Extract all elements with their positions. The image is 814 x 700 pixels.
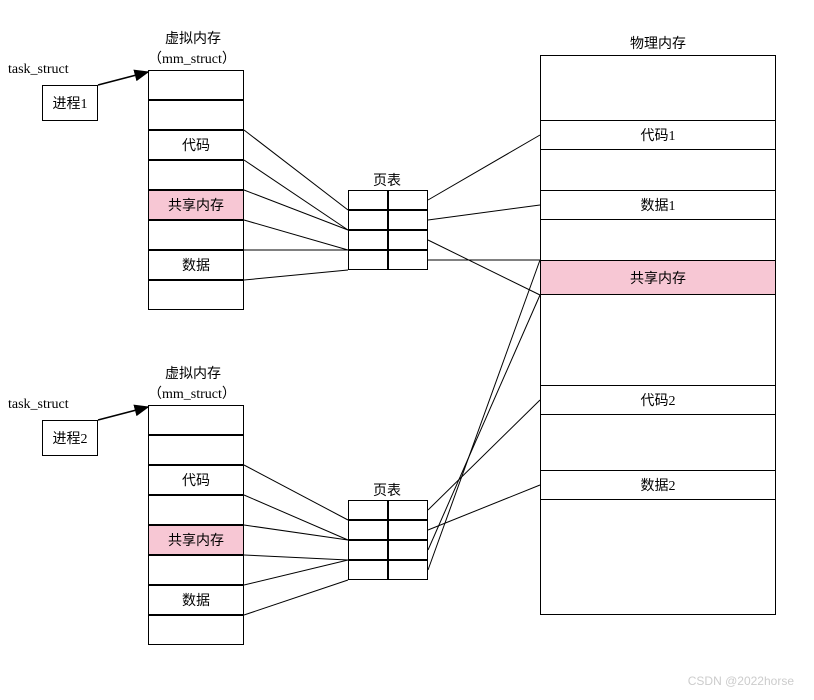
pm-shm-label: 共享内存	[630, 268, 686, 288]
vm2-row-7	[148, 615, 244, 645]
vm2-shm-label: 共享内存	[168, 530, 224, 550]
vm1-data: 数据	[148, 250, 244, 280]
pt2-c1r2	[388, 540, 428, 560]
vm1-title: 虚拟内存	[165, 28, 221, 48]
process-2-box: 进程2	[42, 420, 98, 456]
pm-code2: 代码2	[540, 385, 776, 415]
pt1-c1r0	[388, 190, 428, 210]
proc1-label: 进程1	[53, 93, 88, 113]
pm-code1: 代码1	[540, 120, 776, 150]
pt1-c0r0	[348, 190, 388, 210]
pm-data1: 数据1	[540, 190, 776, 220]
task-struct-label-2: task_struct	[8, 397, 69, 413]
vm2-data-label: 数据	[182, 590, 210, 610]
vm2-title: 虚拟内存	[165, 363, 221, 383]
pt1-c0r1	[348, 210, 388, 230]
vm2-row-5	[148, 555, 244, 585]
pm-shm: 共享内存	[540, 260, 776, 295]
vm2-row-0	[148, 405, 244, 435]
vm1-code: 代码	[148, 130, 244, 160]
pt2-c0r2	[348, 540, 388, 560]
vm2-code-label: 代码	[182, 470, 210, 490]
watermark: CSDN @2022horse	[688, 674, 794, 688]
pt2-c1r3	[388, 560, 428, 580]
vm1-code-label: 代码	[182, 135, 210, 155]
vm1-sub: （mm_struct）	[148, 48, 236, 68]
pm-code2-label: 代码2	[641, 390, 676, 410]
pt1-c1r1	[388, 210, 428, 230]
task-struct-label-1: task_struct	[8, 62, 69, 78]
pt2-c0r1	[348, 520, 388, 540]
vm1-row-1	[148, 100, 244, 130]
pm-data1-label: 数据1	[641, 195, 676, 215]
vm2-row-1	[148, 435, 244, 465]
pt1-c0r3	[348, 250, 388, 270]
pt2-c1r1	[388, 520, 428, 540]
pm-code1-label: 代码1	[641, 125, 676, 145]
pt1-c1r2	[388, 230, 428, 250]
vm1-row-0	[148, 70, 244, 100]
proc2-label: 进程2	[53, 428, 88, 448]
vm1-shm-label: 共享内存	[168, 195, 224, 215]
pt2-c0r3	[348, 560, 388, 580]
vm2-data: 数据	[148, 585, 244, 615]
pt2-c1r0	[388, 500, 428, 520]
vm2-code: 代码	[148, 465, 244, 495]
vm1-row-3	[148, 160, 244, 190]
pt2-c0r0	[348, 500, 388, 520]
pm-title: 物理内存	[630, 33, 686, 53]
pt2-title: 页表	[373, 480, 401, 500]
process-1-box: 进程1	[42, 85, 98, 121]
vm2-shm: 共享内存	[148, 525, 244, 555]
pt1-c1r3	[388, 250, 428, 270]
pt1-c0r2	[348, 230, 388, 250]
pt1-title: 页表	[373, 170, 401, 190]
vm2-sub: （mm_struct）	[148, 383, 236, 403]
pm-data2-label: 数据2	[641, 475, 676, 495]
vm1-row-7	[148, 280, 244, 310]
vm1-row-5	[148, 220, 244, 250]
vm1-shm: 共享内存	[148, 190, 244, 220]
pm-data2: 数据2	[540, 470, 776, 500]
vm1-data-label: 数据	[182, 255, 210, 275]
vm2-row-3	[148, 495, 244, 525]
